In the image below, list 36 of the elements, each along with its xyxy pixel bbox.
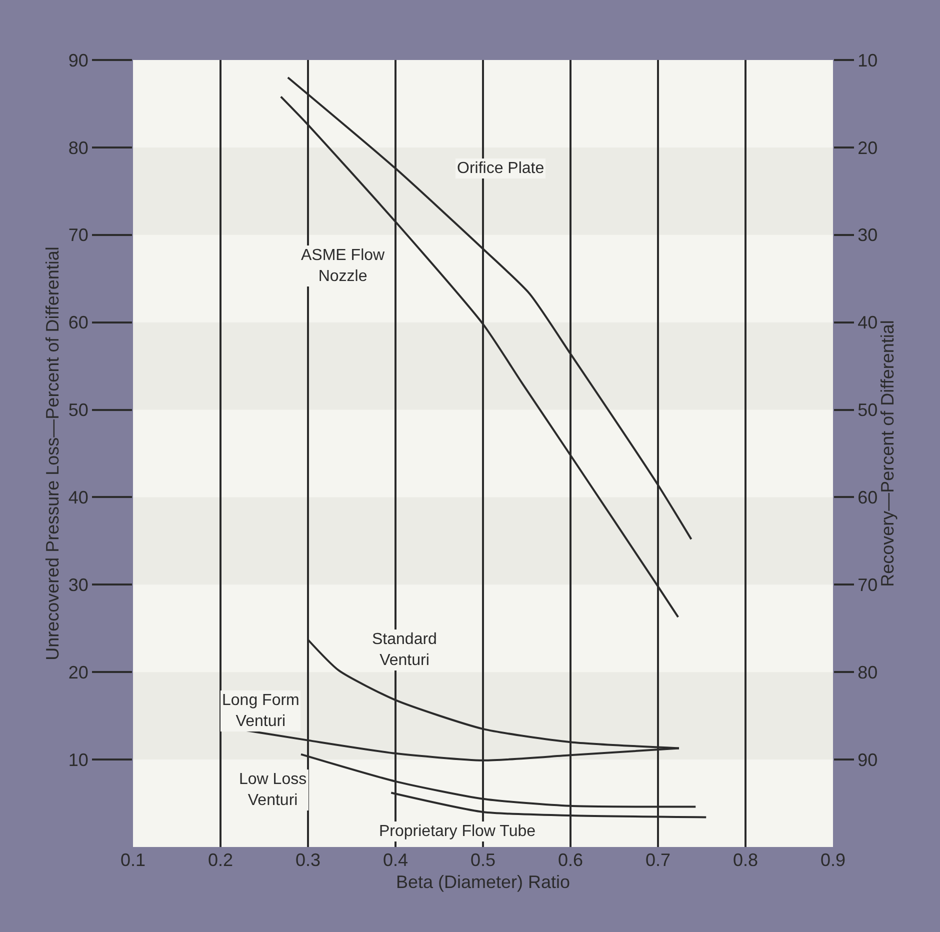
y2-axis-title: Recovery—Percent of Differential	[878, 320, 898, 587]
y2-tick-label: 50	[858, 400, 878, 420]
y-tick-label: 70	[68, 225, 88, 246]
y2-tick-label: 60	[858, 488, 878, 508]
text: Orifice Plate	[457, 160, 544, 177]
x-tick-label: 0.5	[470, 850, 496, 870]
y2-tick-label: 40	[858, 312, 878, 333]
y2-tick-label: 10	[858, 50, 878, 70]
x-tick-label: 0.6	[558, 850, 584, 870]
x-tick-label: 0.7	[645, 850, 671, 870]
x-tick-label: 0.2	[208, 850, 234, 870]
series-label: Proprietary Flow Tube	[379, 823, 536, 840]
y-tick-label: 90	[68, 50, 88, 70]
y-tick-label: 40	[68, 488, 88, 508]
series-label: Standard Venturi	[372, 631, 437, 669]
series-label: Low Loss Venturi	[239, 771, 307, 809]
x-tick-label: 0.1	[120, 850, 146, 870]
y-tick-label: 20	[68, 662, 88, 682]
x-tick-label: 0.9	[820, 850, 846, 870]
series-label: ASME Flow Nozzle	[301, 247, 386, 285]
y-tick-label: 50	[68, 400, 88, 420]
x-tick-label: 0.3	[295, 850, 321, 870]
y2-tick-label: 90	[858, 750, 878, 770]
x-tick-label: 0.8	[732, 850, 758, 870]
y2-tick-label: 20	[858, 138, 878, 158]
y-tick-label: 60	[68, 312, 88, 333]
y-tick-label: 30	[68, 574, 88, 595]
y-tick-label: 80	[68, 138, 88, 158]
x-axis-title: Beta (Diameter) Ratio	[396, 872, 570, 892]
x-tick-label: 0.4	[382, 850, 408, 870]
y-axis-title: Unrecovered Pressure Loss—Percent of Differential	[42, 246, 63, 660]
y2-tick-label: 80	[858, 662, 878, 682]
y-tick-label: 10	[68, 750, 88, 770]
y2-tick-label: 30	[858, 225, 878, 246]
y2-tick-label: 70	[858, 574, 878, 595]
series-label: Long Form Venturi	[222, 692, 300, 730]
